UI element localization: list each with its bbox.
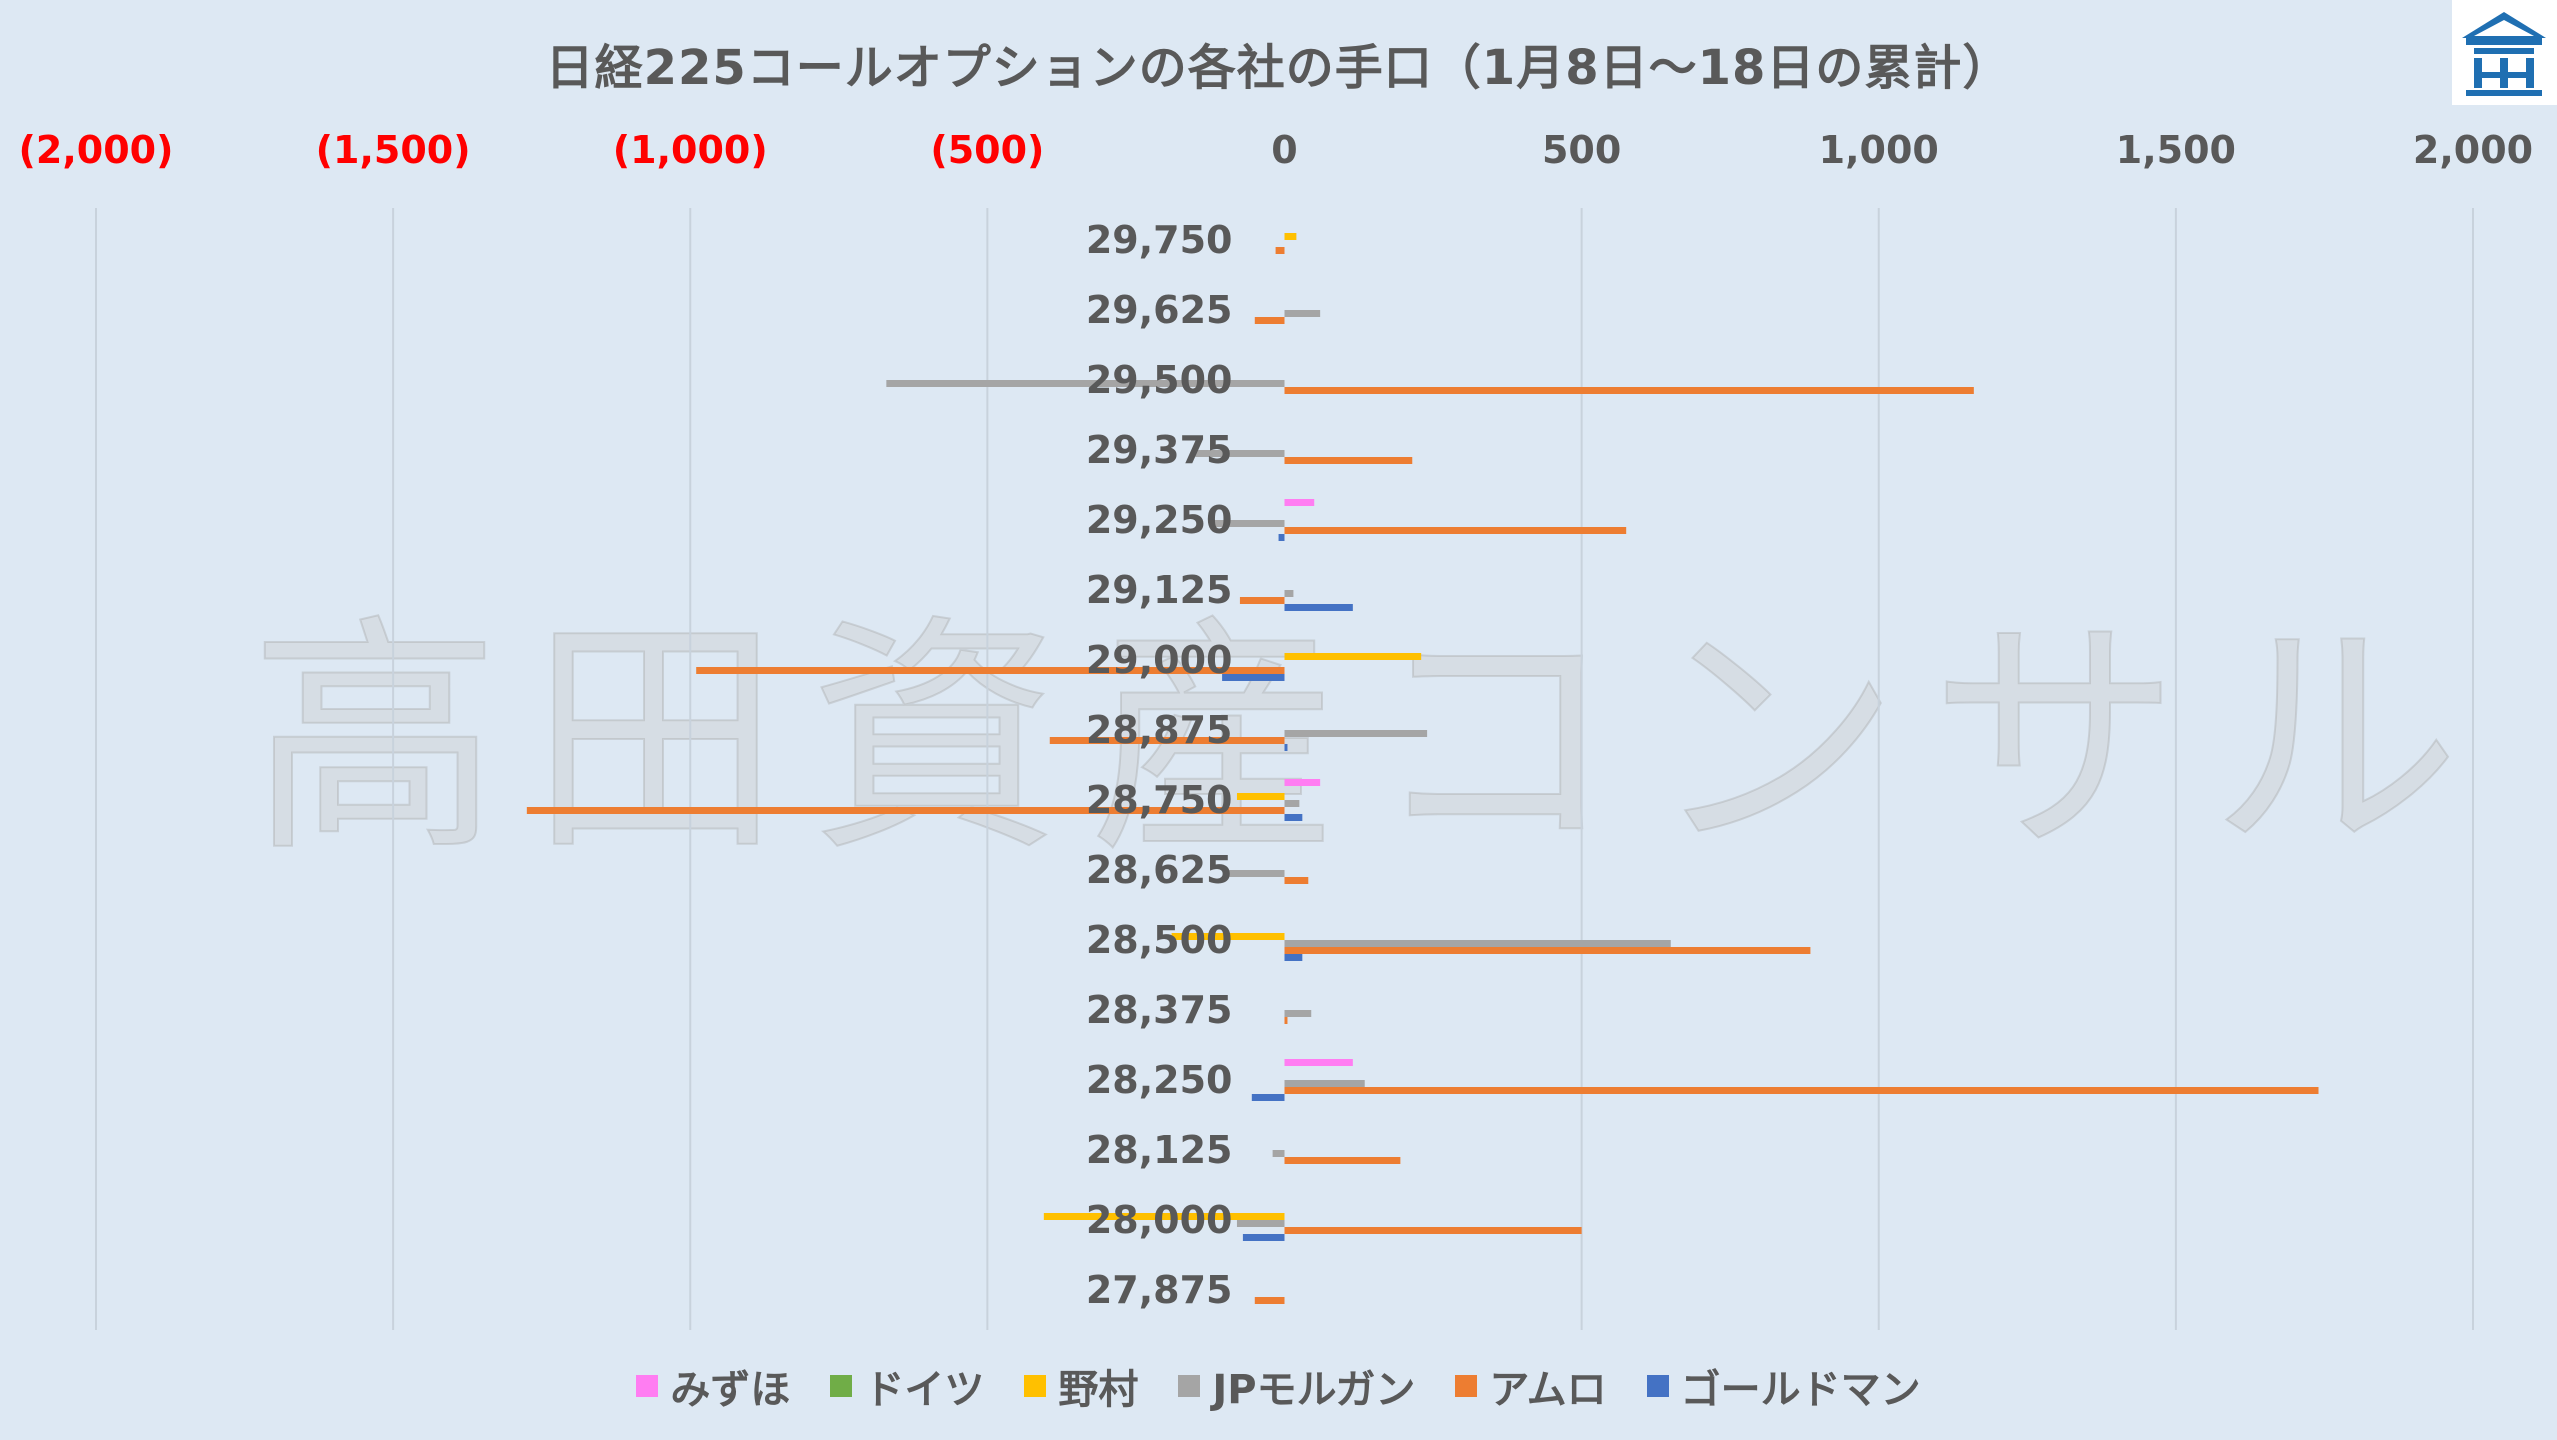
bar <box>1284 310 1321 317</box>
category-label: 28,625 <box>1086 848 1233 892</box>
legend-item: 野村 <box>1024 1357 1138 1415</box>
legend-item: アムロ <box>1455 1357 1607 1415</box>
x-tick-label: 0 <box>1271 128 1297 172</box>
legend-swatch <box>1024 1375 1047 1397</box>
legend-swatch <box>1455 1375 1478 1397</box>
bar <box>1284 590 1294 597</box>
x-tick-label: 500 <box>1542 128 1621 172</box>
bar <box>1284 233 1297 240</box>
legend-swatch <box>1178 1375 1201 1397</box>
bar <box>1284 387 1974 394</box>
category-label: 29,500 <box>1086 358 1233 402</box>
category-label: 29,250 <box>1086 498 1233 542</box>
bar <box>1284 1010 1312 1017</box>
bar <box>1284 1157 1401 1164</box>
x-tick-label: 1,000 <box>1819 128 1939 172</box>
bar <box>1284 877 1309 884</box>
bar <box>1284 653 1422 660</box>
bar <box>886 380 1285 387</box>
category-label: 29,375 <box>1086 428 1233 472</box>
x-tick-label: 2,000 <box>2413 128 2533 172</box>
category-label: 28,500 <box>1086 918 1233 962</box>
bar <box>1284 800 1300 807</box>
bar <box>1171 933 1285 940</box>
legend-label: アムロ <box>1489 1367 1607 1413</box>
legend-swatch <box>1646 1375 1669 1397</box>
legend-item: JPモルガン <box>1178 1357 1415 1415</box>
legend-label: ドイツ <box>864 1367 985 1413</box>
category-label: 29,125 <box>1086 568 1233 612</box>
bar <box>1284 744 1288 751</box>
category-label: 28,125 <box>1086 1128 1233 1172</box>
x-tick-label: (500) <box>930 128 1044 172</box>
bar <box>1225 870 1285 877</box>
bar <box>1242 1234 1285 1241</box>
bar <box>526 807 1285 814</box>
bar <box>1284 954 1303 961</box>
legend-label: 野村 <box>1058 1367 1139 1413</box>
bar <box>1195 450 1285 457</box>
bar <box>1284 1080 1365 1087</box>
watermark: 高田資産コンサル <box>249 594 2490 885</box>
x-tick-label: (1,500) <box>316 128 471 172</box>
bar <box>1239 597 1285 604</box>
bar <box>1284 1059 1353 1066</box>
bar <box>1284 940 1671 947</box>
x-tick-label: 1,500 <box>2116 128 2236 172</box>
bar <box>1236 793 1285 800</box>
category-label: 28,000 <box>1086 1198 1233 1242</box>
chart-title: 日経225コールオプションの各社の手口（1月8日～18日の累計） <box>545 40 2012 96</box>
legend-item: ドイツ <box>830 1357 984 1415</box>
bar <box>1254 317 1285 324</box>
bar <box>1278 534 1285 541</box>
category-label: 29,000 <box>1086 638 1233 682</box>
category-label: 28,750 <box>1086 778 1233 822</box>
bar <box>1284 604 1353 611</box>
category-label: 29,625 <box>1086 288 1233 332</box>
category-label: 27,875 <box>1086 1268 1233 1312</box>
category-label: 28,250 <box>1086 1058 1233 1102</box>
category-label: 29,750 <box>1086 218 1233 262</box>
bar <box>1275 247 1285 254</box>
bar <box>696 667 1285 674</box>
category-label: 28,375 <box>1086 988 1233 1032</box>
building-logo-icon <box>2452 0 2557 105</box>
bar <box>1236 1220 1285 1227</box>
x-tick-label: (1,000) <box>613 128 768 172</box>
legend-swatch <box>636 1375 659 1397</box>
legend-item: ゴールドマン <box>1646 1357 1921 1415</box>
bar <box>1284 1087 2319 1094</box>
legend-item: みずほ <box>636 1357 790 1415</box>
bar <box>1284 1017 1288 1024</box>
category-label: 28,875 <box>1086 708 1233 752</box>
bar <box>1213 520 1285 527</box>
bar <box>1251 1094 1285 1101</box>
legend-label: みずほ <box>670 1367 791 1413</box>
bar <box>1222 674 1285 681</box>
bar <box>1043 1213 1285 1220</box>
legend-swatch <box>830 1375 853 1397</box>
bar <box>1284 1227 1582 1234</box>
bar <box>1284 947 1811 954</box>
x-tick-label: (2,000) <box>19 128 174 172</box>
bar <box>1284 779 1321 786</box>
legend-label: JPモルガン <box>1212 1367 1416 1413</box>
bar <box>1272 1150 1285 1157</box>
bar <box>1284 527 1627 534</box>
bar <box>1284 499 1315 506</box>
bar <box>1284 457 1413 464</box>
bar <box>1284 814 1303 821</box>
legend-label: ゴールドマン <box>1680 1367 1921 1413</box>
bar <box>1284 730 1428 737</box>
bar <box>1254 1297 1285 1304</box>
bar <box>1049 737 1285 744</box>
chart-legend: みずほ ドイツ 野村 JPモルガン アムロ ゴールドマン <box>0 1357 2557 1415</box>
